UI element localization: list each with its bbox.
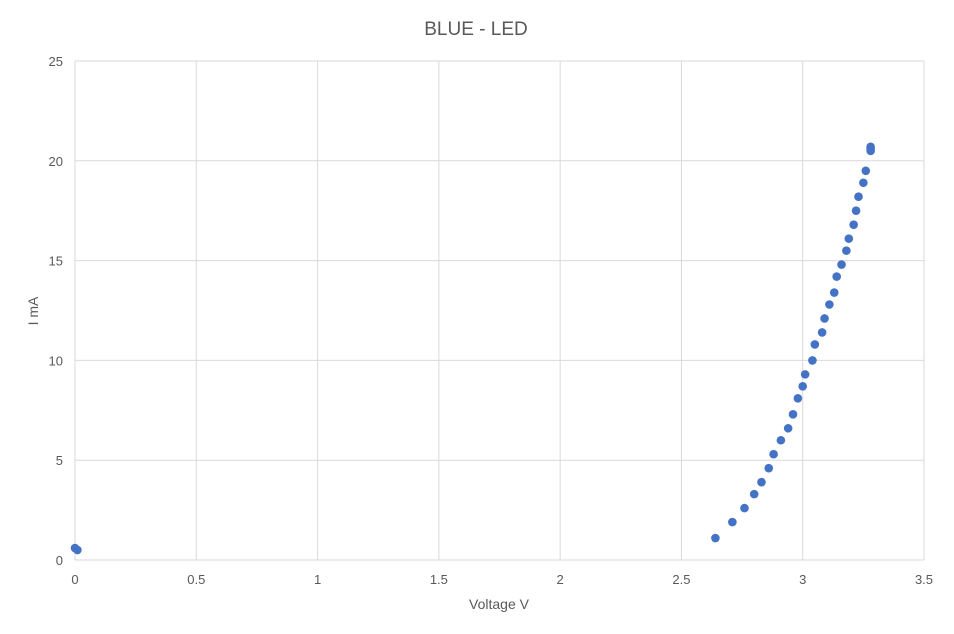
data-point (740, 503, 749, 513)
data-point (769, 449, 778, 459)
data-point (825, 300, 834, 309)
tick-labels: 0 0.5 1 1.5 2 2.5 3 3.5 0 5 10 15 20 25 (49, 54, 934, 587)
data-point (783, 423, 793, 433)
data-point (837, 260, 846, 269)
data-point (73, 545, 82, 555)
x-tick-label: 1.5 (430, 572, 448, 587)
data-point (842, 246, 851, 255)
x-tick-label: 0.5 (187, 572, 205, 587)
data-point (851, 206, 861, 215)
y-tick-label: 0 (56, 553, 63, 568)
data-point (711, 533, 720, 543)
data-point (776, 435, 786, 445)
data-point (866, 144, 875, 154)
y-tick-label: 20 (49, 154, 63, 169)
x-tick-label: 3 (799, 572, 806, 587)
data-point (832, 272, 841, 281)
x-tick-label: 0 (71, 572, 78, 587)
data-points (70, 142, 875, 555)
grid (74, 60, 925, 561)
data-point (800, 370, 810, 379)
data-point (793, 394, 803, 403)
y-axis-label: I mA (25, 296, 41, 325)
data-point (788, 409, 798, 419)
x-tick-label: 3.5 (915, 572, 933, 587)
y-tick-label: 10 (49, 353, 63, 368)
y-tick-label: 25 (49, 54, 63, 69)
x-tick-label: 1 (314, 572, 321, 587)
data-point (764, 463, 774, 473)
y-tick-label: 5 (56, 453, 63, 468)
data-point (808, 356, 817, 365)
data-point (859, 178, 868, 188)
data-point (854, 192, 863, 202)
x-tick-label: 2.5 (672, 572, 690, 587)
data-point (849, 220, 858, 229)
x-tick-label: 2 (557, 572, 564, 587)
data-point (810, 340, 820, 349)
data-point (820, 314, 829, 323)
data-point (728, 517, 737, 527)
data-point (757, 477, 766, 487)
data-point (829, 288, 839, 297)
data-point (861, 166, 871, 176)
data-point (798, 382, 808, 391)
data-point (844, 234, 854, 243)
x-axis-label: Voltage V (469, 596, 530, 612)
chart-title: BLUE - LED (424, 19, 527, 40)
data-point (749, 489, 759, 499)
data-point (817, 328, 827, 337)
y-tick-label: 15 (49, 254, 63, 269)
